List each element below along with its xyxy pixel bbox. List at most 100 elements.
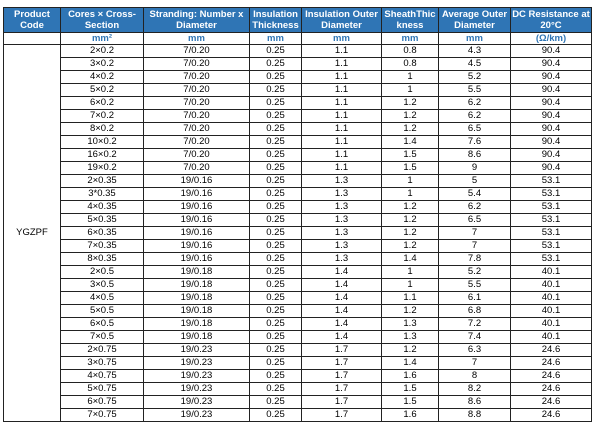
cell: 1 [381,265,439,279]
cell: 90.4 [510,122,592,136]
cell: 1.7 [301,382,382,396]
cell: 7/0.20 [143,148,250,162]
data-row: 7×0.5 19/0.18 0.25 1.4 1.3 7.4 40.1 [4,330,592,344]
cell: 2×0.75 [60,343,144,357]
cell: 1.5 [381,161,439,175]
cell: 7/0.20 [143,109,250,123]
cell: 1.3 [301,226,382,240]
cell: 3×0.5 [60,278,144,292]
cell: 5.4 [438,187,511,201]
cell: 0.8 [381,57,439,71]
data-row: YGZPF 2×0.2 7/0.20 0.25 1.1 0.8 4.3 90.4 [3,44,592,422]
cell: 0.25 [249,44,302,58]
cell: 53.1 [510,200,592,214]
product-code: YGZPF [3,44,61,422]
cell: 0.25 [249,70,302,84]
cell: 9 [438,161,511,175]
units-cell: mm [381,32,439,45]
data-row: 5×0.2 7/0.20 0.25 1.1 1 5.5 90.4 [4,83,592,97]
cell: 19/0.18 [143,330,250,344]
spec-table: Product Code Cores × Cross-Section Strandi… [3,7,592,422]
cell: 1.4 [301,291,382,305]
cell: 3×0.75 [60,356,144,370]
cell: 1.3 [381,317,439,331]
data-row: 3×0.5 19/0.18 0.25 1.4 1 5.5 40.1 [4,278,592,292]
cell: 1.4 [301,304,382,318]
data-row: 4×0.2 7/0.20 0.25 1.1 1 5.2 90.4 [4,70,592,84]
cell: 1.1 [301,122,382,136]
cell: 8×0.35 [60,252,144,266]
cell: 5×0.35 [60,213,144,227]
cell: 0.25 [249,317,302,331]
cell: 90.4 [510,83,592,97]
cell: 1.5 [381,382,439,396]
data-row: 2×0.35 19/0.16 0.25 1.3 1 5 53.1 [4,174,592,188]
cell: 5.5 [438,278,511,292]
units-cell: mm² [60,32,144,45]
cell: 90.4 [510,109,592,123]
cell: 7/0.20 [143,57,250,71]
cell: 19/0.23 [143,395,250,409]
cell: 8.6 [438,148,511,162]
cell: 1.4 [301,278,382,292]
data-row: 7×0.75 19/0.23 0.25 1.7 1.6 8.8 24.6 [4,408,592,422]
cell: 19/0.18 [143,291,250,305]
cell: 1.2 [381,122,439,136]
cell: 6.2 [438,109,511,123]
cell: 7×0.5 [60,330,144,344]
cell: 4.3 [438,44,511,58]
data-row: 5×0.35 19/0.16 0.25 1.3 1.2 6.5 53.1 [4,213,592,227]
cell: 24.6 [510,369,592,383]
cell: 4×0.35 [60,200,144,214]
data-row: 6×0.5 19/0.18 0.25 1.4 1.3 7.2 40.1 [4,317,592,331]
data-row: 5×0.5 19/0.18 0.25 1.4 1.2 6.8 40.1 [4,304,592,318]
data-row: 5×0.75 19/0.23 0.25 1.7 1.5 8.2 24.6 [4,382,592,396]
cell: 1.7 [301,356,382,370]
cell: 5.2 [438,70,511,84]
cell: 7/0.20 [143,161,250,175]
cell: 1 [381,83,439,97]
cell: 6.1 [438,291,511,305]
cell: 19/0.18 [143,317,250,331]
cell: 1.2 [381,213,439,227]
cell: 0.25 [249,161,302,175]
cell: 1 [381,278,439,292]
cell: 5×0.2 [60,83,144,97]
cell: 90.4 [510,57,592,71]
data-row: 4×0.75 19/0.23 0.25 1.7 1.6 8 24.6 [4,369,592,383]
cell: 19/0.16 [143,187,250,201]
cell: 0.25 [249,96,302,110]
cell: 0.25 [249,408,302,422]
cell: 1.1 [301,83,382,97]
cell: 5×0.5 [60,304,144,318]
cell: 5.2 [438,265,511,279]
cell: 1.1 [381,291,439,305]
cell: 1.2 [381,239,439,253]
cell: 0.25 [249,200,302,214]
cell: 0.25 [249,57,302,71]
cell: 1.7 [301,343,382,357]
data-row: 7×0.35 19/0.16 0.25 1.3 1.2 7 53.1 [4,239,592,253]
cell: 1.1 [301,57,382,71]
cell: 0.25 [249,252,302,266]
cell: 8.8 [438,408,511,422]
cell: 8×0.2 [60,122,144,136]
cell: 6×0.2 [60,96,144,110]
data-row: 8×0.2 7/0.20 0.25 1.1 1.2 6.5 90.4 [4,122,592,136]
cell: 1.5 [381,148,439,162]
data-row: 4×0.35 19/0.16 0.25 1.3 1.2 6.2 53.1 [4,200,592,214]
cell: 24.6 [510,395,592,409]
cell: 40.1 [510,330,592,344]
cell: 1.4 [381,356,439,370]
cell: 1.2 [381,200,439,214]
cell: 2×0.2 [60,44,144,58]
cell: 1.7 [301,369,382,383]
cell: 7/0.20 [143,83,250,97]
cell: 0.25 [249,109,302,123]
cell: 0.25 [249,226,302,240]
cell: 1.2 [381,109,439,123]
cell: 1 [381,187,439,201]
units-cell: mm [249,32,302,45]
units-row: mm² mm mm mm mm mm (Ω/km) [3,32,592,45]
